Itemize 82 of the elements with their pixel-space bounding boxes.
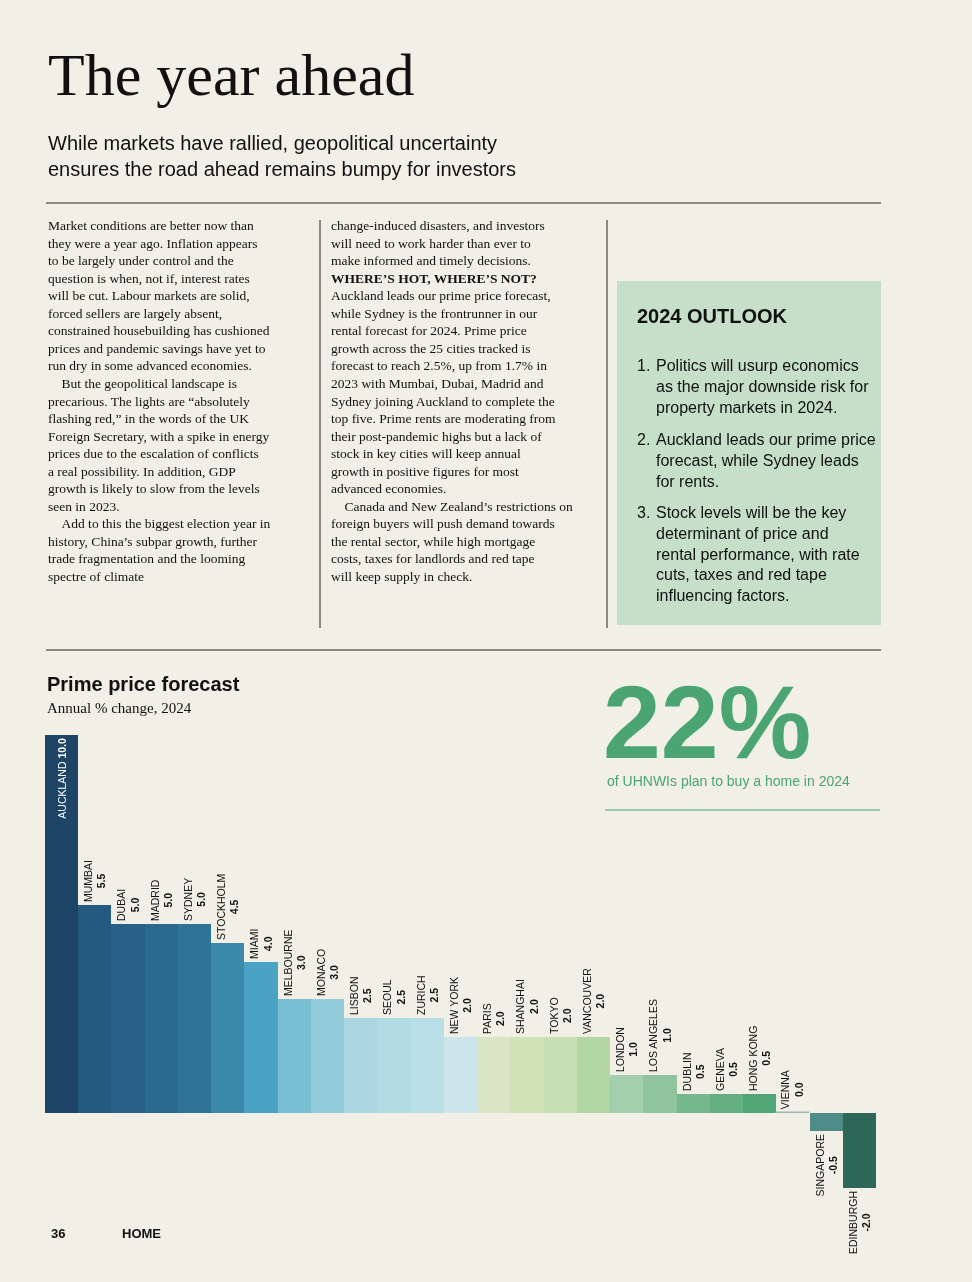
chart-subtitle: Annual % change, 2024	[47, 700, 192, 716]
category-label: GENEVA	[713, 1048, 726, 1091]
bar	[45, 735, 78, 1113]
bar	[677, 1094, 710, 1113]
bar	[743, 1094, 776, 1113]
bar	[610, 1075, 643, 1113]
bar	[244, 962, 278, 1113]
text: HOME	[122, 1226, 162, 1241]
category-label: SINGAPORE	[813, 1134, 826, 1197]
category-label: DUBLIN	[680, 1052, 693, 1091]
category-label: SEOUL	[381, 979, 394, 1015]
text: The year ahead	[48, 42, 415, 108]
data-label: 2.0	[561, 1008, 574, 1024]
text: Auckland leads our prime price forecast, while Sydney is the frontrunner in our rental forecast for 2024. Prime price growth across the 25 cities tracked is forecast to reach 2.5%, up from 1.7% in 2023 with Mumbai, Dubai, Madrid and Sydney joining Auckland to complete the top five. Prime rents are moderating from their post-pandemic highs but a lack of stock in key cities will keep annual growth in positive figures for most advanced economies.	[331, 288, 556, 497]
data-label: -2.0	[860, 1213, 873, 1232]
data-label: 0.5	[727, 1062, 740, 1077]
text: 2. Auckland leads our prime price forecast, while Sydney leads for rents.	[637, 431, 876, 490]
data-label: 2.0	[594, 993, 607, 1009]
text: Market conditions are better now than they were a year ago. Inflation appears to be largely under control and the question is when, not if, interest rates will be cut. Labour markets are solid, forced sellers are largely absent, constrained housebuilding has cushioned prices and pandemic savings have yet to run dry in some advanced economies.	[48, 218, 270, 374]
data-label: 5.0	[128, 897, 141, 913]
data-label: 1.0	[660, 1028, 673, 1043]
category-label: MADRID	[148, 879, 161, 921]
data-label: 3.0	[328, 964, 341, 980]
category-label: EDINBURGH	[846, 1191, 859, 1255]
category-label: LONDON	[613, 1027, 626, 1072]
bar	[843, 1113, 876, 1188]
bar	[477, 1037, 510, 1113]
category-label: VIENNA	[779, 1070, 792, 1110]
bar	[444, 1037, 477, 1113]
bar	[710, 1094, 743, 1113]
category-label: ZURICH	[414, 975, 427, 1015]
category-label: MUMBAI	[81, 860, 94, 902]
data-label: 2.0	[494, 1011, 507, 1026]
category-label: DUBAI	[115, 888, 128, 921]
text: While markets have rallied, geopolitical uncertainty ensures the road ahead remains bumpy for investors	[48, 132, 517, 180]
bar	[577, 1037, 610, 1113]
bar	[810, 1113, 843, 1131]
data-label: 2.5	[361, 988, 374, 1004]
category-label: TOKYO	[547, 997, 560, 1034]
data-label: 4.0	[261, 936, 274, 952]
text: Add to this the biggest election year in history, China’s subpar growth, further trade fragmentation and the looming spectre of climate	[48, 516, 271, 584]
data-label: 0.5	[760, 1050, 773, 1066]
category-label: SHANGHAI	[514, 979, 527, 1034]
data-label: 2.0	[527, 999, 540, 1014]
category-label: LISBON	[347, 976, 360, 1015]
bar	[643, 1075, 677, 1113]
category-label: AUCKLAND	[55, 761, 68, 819]
text: But the geopolitical landscape is precarious. The lights are “absolutely flashing red,” in the words of the UK Foreign Secretary, with a spike in energy prices due to the escalation of conflicts a real possibility. In addition, GDP growth is likely to slow from the levels seen in 2023.	[48, 375, 270, 514]
bar	[278, 999, 311, 1113]
category-label: NEW YORK	[447, 977, 460, 1034]
data-label: 10.0	[55, 738, 68, 759]
category-label: MIAMI	[248, 928, 261, 959]
text: WHERE’S HOT, WHERE’S NOT?	[331, 270, 537, 286]
category-label: SYDNEY	[181, 877, 194, 921]
data-label: 0.0	[793, 1082, 806, 1098]
bar	[211, 943, 244, 1113]
data-label: 4.5	[228, 899, 241, 915]
data-label: 5.0	[162, 892, 175, 908]
data-label: 2.0	[461, 998, 474, 1013]
data-label: 3.0	[295, 955, 308, 971]
category-label: VANCOUVER	[580, 968, 593, 1034]
text: 2024 OUTLOOK	[637, 305, 788, 327]
bar	[311, 999, 344, 1113]
data-label: 1.0	[627, 1042, 640, 1057]
category-label: LOS ANGELES	[647, 999, 660, 1072]
data-label: 2.5	[428, 987, 441, 1003]
category-label: MONACO	[314, 948, 327, 996]
text: change-induced disasters, and investors will need to work harder than ever to make informed and timely decisions.	[331, 218, 545, 269]
data-label: 0.5	[694, 1064, 707, 1080]
category-label: PARIS	[480, 1003, 493, 1034]
text: 36	[51, 1226, 66, 1241]
data-label: 2.5	[394, 989, 407, 1005]
text: Canada and New Zealand’s restrictions on foreign buyers will push demand towards the rental sector, while high mortgage costs, taxes for landlords and red tape will keep supply in check.	[331, 498, 574, 584]
text: 1. Politics will usurp economics as the major downside risk for property markets in 2024.	[637, 357, 870, 416]
text: 3. Stock levels will be the key determinant of price and rental performance, with rate cuts, taxes and red tape influencing factors.	[637, 504, 860, 605]
data-label: -0.5	[827, 1156, 840, 1175]
data-label: 5.0	[195, 891, 208, 907]
chart-title: Prime price forecast	[47, 673, 240, 695]
category-label: MELBOURNE	[281, 929, 294, 996]
category-label: STOCKHOLM	[214, 873, 227, 940]
category-label: HONG KONG	[746, 1025, 759, 1091]
data-label: 5.5	[95, 873, 108, 889]
